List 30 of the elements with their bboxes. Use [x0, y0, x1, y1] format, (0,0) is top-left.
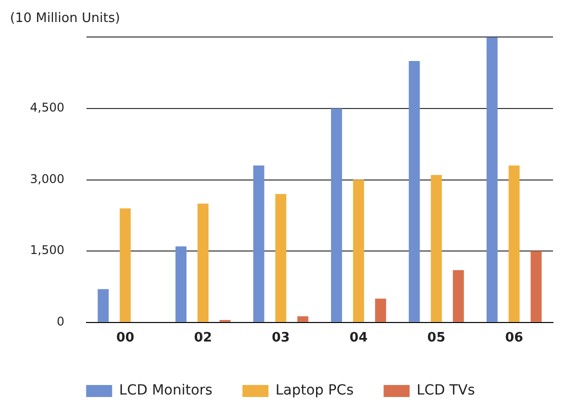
x-tick-label: 06: [505, 330, 524, 346]
bar: [375, 298, 386, 322]
bar: [508, 166, 520, 322]
x-tick-label: 05: [427, 330, 446, 346]
bar: [353, 180, 364, 322]
legend-label: Laptop PCs: [275, 382, 354, 399]
bar: [275, 194, 286, 322]
bar: [253, 166, 264, 322]
bar: [530, 251, 542, 322]
bar: [297, 316, 308, 322]
bar: [430, 175, 442, 322]
bar: [198, 204, 209, 322]
x-tick-label: 03: [272, 330, 290, 346]
x-tick-label: 04: [350, 330, 368, 346]
bar: [98, 289, 109, 322]
bar: [452, 270, 464, 322]
bar: [408, 60, 420, 322]
y-tick-label: 4,500: [30, 100, 64, 115]
legend-label: LCD TVs: [416, 382, 475, 399]
y-tick-label: 1,500: [30, 243, 64, 258]
y-tick-label: 0: [56, 314, 64, 329]
bar: [120, 208, 131, 322]
bar: [175, 246, 186, 322]
legend-label: LCD Monitors: [119, 382, 212, 399]
y-tick-label: 3,000: [30, 172, 64, 186]
y-axis-title: (10 Million Units): [10, 10, 120, 26]
bar: [486, 37, 498, 322]
x-tick-label: 02: [194, 330, 212, 346]
bar: [331, 108, 342, 322]
x-tick-label: 00: [116, 330, 134, 346]
